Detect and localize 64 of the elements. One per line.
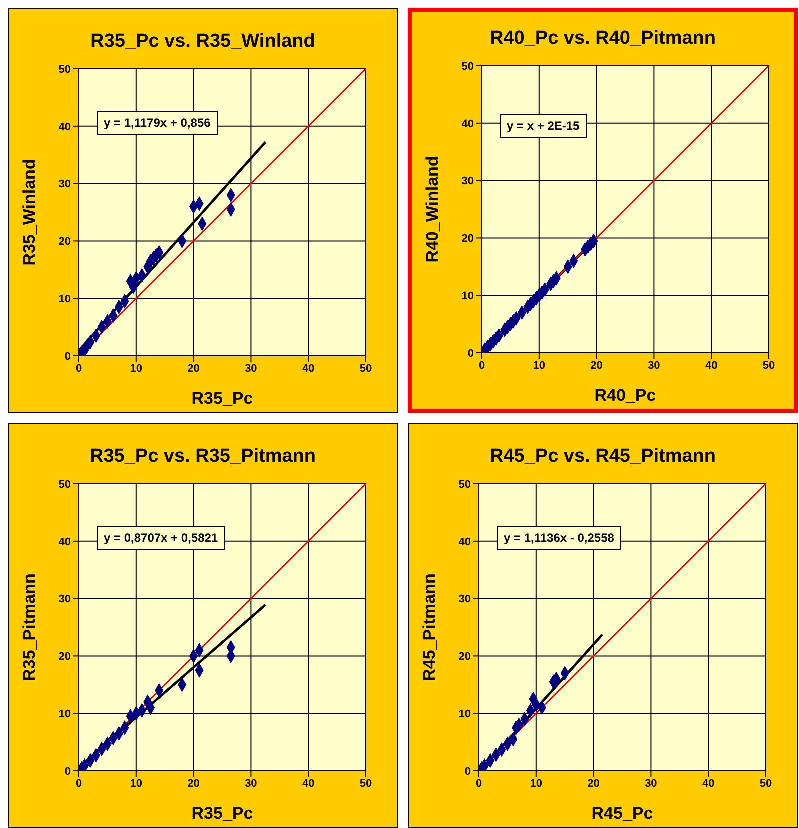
x-axis-title: R45_Pc xyxy=(592,804,654,823)
x-tick-label: 10 xyxy=(130,778,143,790)
x-tick-label: 20 xyxy=(188,362,200,375)
y-tick-label: 30 xyxy=(458,594,471,606)
x-tick-label: 50 xyxy=(760,778,772,790)
y-tick-label: 10 xyxy=(462,290,474,303)
x-tick-label: 50 xyxy=(762,360,776,372)
chart-title: R35_Pc vs. R35_Pitmann xyxy=(88,446,317,469)
y-tick-label: 50 xyxy=(58,64,71,76)
x-axis-title: R40_Pc xyxy=(594,386,656,405)
y-tick-label: 0 xyxy=(64,350,71,363)
x-tick-label: 0 xyxy=(76,362,82,375)
x-tick-label: 40 xyxy=(302,778,315,790)
chart-title: R35_Pc vs. R35_Winland xyxy=(90,31,316,54)
y-axis-title: R40_Winland xyxy=(423,156,442,263)
y-tick-label: 20 xyxy=(58,651,71,664)
y-axis-title: R45_Pitmann xyxy=(420,574,440,682)
x-tick-label: 40 xyxy=(702,778,715,790)
y-tick-label: 40 xyxy=(462,118,474,130)
x-tick-label: 0 xyxy=(76,778,82,790)
x-tick-label: 30 xyxy=(648,360,660,372)
x-tick-label: 20 xyxy=(590,360,603,372)
y-axis-title: R35_Pitmann xyxy=(20,574,40,682)
annotation: y = x + 2E-15 xyxy=(500,114,587,138)
y-tick-label: 50 xyxy=(462,60,474,73)
x-tick-label: 10 xyxy=(533,360,546,372)
x-tick-label: 30 xyxy=(245,778,258,790)
x-axis-title: R35_Pc xyxy=(192,804,254,823)
x-tick-label: 30 xyxy=(245,362,258,375)
y-axis-title: R35_Winland xyxy=(20,159,40,266)
x-tick-label: 50 xyxy=(360,362,372,375)
y-tick-label: 10 xyxy=(58,294,71,306)
x-tick-label: 0 xyxy=(476,778,482,790)
y-tick-label: 20 xyxy=(462,233,474,246)
chart-title: R40_Pc vs. R40_Pitmann xyxy=(488,28,717,51)
y-tick-label: 40 xyxy=(58,536,71,548)
y-tick-label: 50 xyxy=(458,478,471,491)
x-axis-title: R35_Pc xyxy=(192,389,254,408)
y-tick-label: 10 xyxy=(458,708,471,721)
y-tick-label: 30 xyxy=(58,178,71,191)
x-tick-label: 50 xyxy=(360,778,372,790)
y-tick-label: 40 xyxy=(458,536,471,548)
annotation: y = 1,1136x - 0,2558 xyxy=(497,526,622,550)
x-tick-label: 40 xyxy=(302,362,315,375)
y-tick-label: 40 xyxy=(58,121,71,134)
x-tick-label: 20 xyxy=(188,778,200,790)
x-tick-label: 0 xyxy=(478,360,486,372)
x-tick-label: 20 xyxy=(588,778,600,790)
x-tick-label: 40 xyxy=(705,360,718,372)
y-tick-label: 0 xyxy=(464,766,471,778)
x-tick-label: 30 xyxy=(645,778,658,790)
x-tick-label: 10 xyxy=(530,778,543,790)
chart-title: R45_Pc vs. R45_Pitmann xyxy=(488,446,717,469)
y-tick-label: 20 xyxy=(458,651,471,664)
y-tick-label: 30 xyxy=(462,176,474,188)
y-tick-label: 0 xyxy=(64,766,71,778)
annotation: y = 0,8707x + 0,5821 xyxy=(97,526,226,550)
y-tick-label: 0 xyxy=(468,348,474,360)
y-tick-label: 50 xyxy=(58,478,71,491)
annotation: y = 1,1179x + 0,856 xyxy=(97,111,218,135)
y-tick-label: 10 xyxy=(58,708,71,721)
x-tick-label: 10 xyxy=(130,362,143,375)
y-tick-label: 20 xyxy=(58,236,71,248)
y-tick-label: 30 xyxy=(58,594,71,606)
